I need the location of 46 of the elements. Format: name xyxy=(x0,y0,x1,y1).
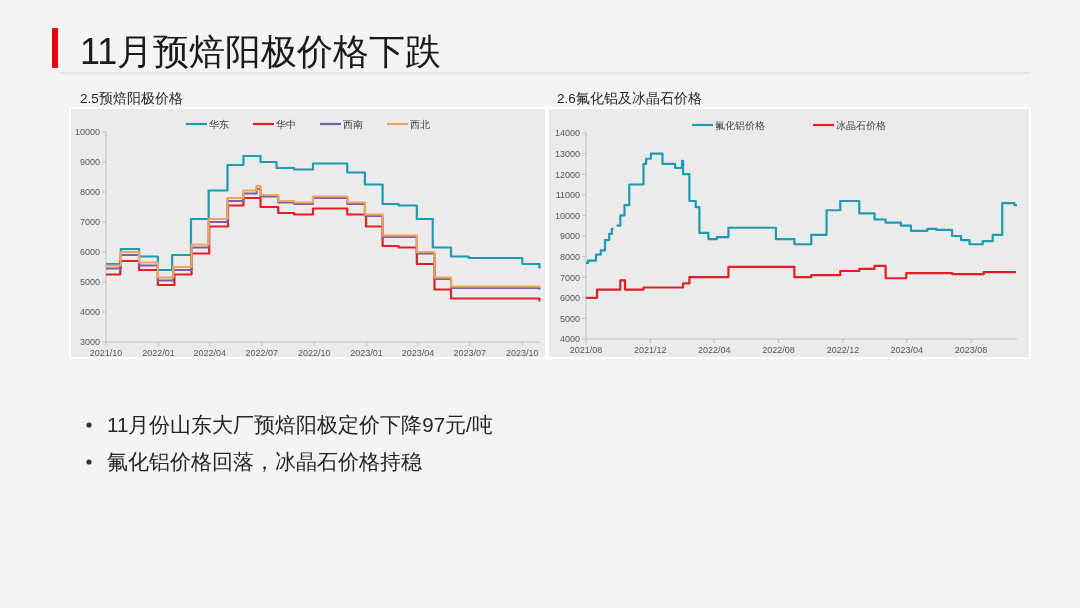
y-tick-label: 5000 xyxy=(559,313,580,324)
y-tick-label: 4000 xyxy=(79,307,100,318)
x-tick-label: 2022/01 xyxy=(142,348,175,358)
y-tick-label: 10000 xyxy=(74,127,100,138)
text: 11月预焙阳极价格下跌 xyxy=(80,31,442,72)
x-tick-label: 2023/07 xyxy=(453,348,487,358)
x-tick-label: 2023/04 xyxy=(401,348,435,358)
x-tick-label: 2022/07 xyxy=(245,348,278,358)
chart-title: 2.6氟化铝及冰晶石价格 xyxy=(557,91,702,106)
chart-title: 2.5预焙阳极价格 xyxy=(80,91,183,106)
y-tick-label: 12000 xyxy=(554,169,580,180)
text: 氟化铝价格回落，冰晶石价格持稳 xyxy=(107,450,422,473)
x-tick-label: 2022/08 xyxy=(762,345,795,355)
y-tick-label: 9000 xyxy=(79,157,100,168)
legend-label: 华东 xyxy=(209,118,229,130)
x-tick-label: 2023/01 xyxy=(350,348,383,358)
y-tick-label: 9000 xyxy=(559,231,580,242)
y-tick-label: 3000 xyxy=(79,337,100,348)
legend-label: 华中 xyxy=(276,118,296,130)
y-tick-label: 14000 xyxy=(554,128,580,139)
legend-label: 西北 xyxy=(410,118,430,130)
legend-label: 冰晶石价格 xyxy=(836,119,886,131)
y-tick-label: 11000 xyxy=(555,190,580,201)
x-tick-label: 2023/08 xyxy=(954,345,988,355)
y-tick-label: 7000 xyxy=(559,272,580,283)
x-tick-label: 2022/12 xyxy=(826,345,860,355)
y-tick-label: 6000 xyxy=(559,293,580,304)
x-tick-label: 2022/04 xyxy=(697,345,731,355)
x-tick-label: 2023/10 xyxy=(506,348,539,358)
y-tick-label: 8000 xyxy=(79,187,100,198)
y-tick-label: 13000 xyxy=(554,148,580,159)
y-tick-label: 6000 xyxy=(79,247,100,258)
y-tick-label: 8000 xyxy=(559,251,580,262)
legend-label: 氟化铝价格 xyxy=(715,119,765,131)
x-tick-label: 2021/10 xyxy=(89,348,123,358)
x-tick-label: 2021/08 xyxy=(569,345,603,355)
x-tick-label: 2023/04 xyxy=(890,345,924,355)
y-tick-label: 5000 xyxy=(79,277,100,288)
y-tick-label: 4000 xyxy=(559,334,580,345)
x-tick-label: 2022/04 xyxy=(193,348,227,358)
legend-label: 西南 xyxy=(343,118,363,130)
x-tick-label: 2021/12 xyxy=(634,345,667,355)
y-tick-label: 7000 xyxy=(79,217,100,228)
y-tick-label: 10000 xyxy=(554,210,580,221)
x-tick-label: 2022/10 xyxy=(297,348,331,358)
text: 11月份山东大厂预焙阳极定价下降97元/吨 xyxy=(107,413,493,436)
